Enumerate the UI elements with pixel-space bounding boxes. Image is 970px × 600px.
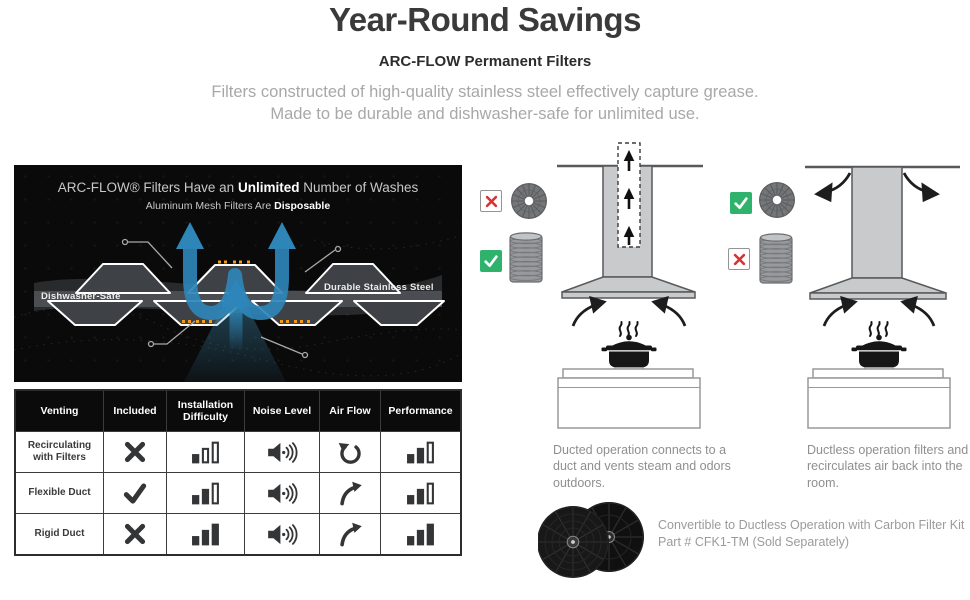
recirculate-arrow-icon — [338, 442, 361, 464]
cross-icon — [124, 441, 146, 463]
noise-level-cell — [245, 472, 320, 513]
ductless-hood-illustration — [758, 165, 960, 429]
level-bars-icon — [406, 523, 434, 546]
col-header-included: Included — [104, 391, 167, 431]
col-header-venting: Venting — [16, 391, 104, 431]
duct-up-arrows — [623, 149, 635, 245]
air-flow-cell — [320, 513, 381, 554]
performance-cell — [381, 431, 460, 472]
level-bars-icon — [406, 482, 434, 505]
airflow-arrows — [176, 222, 296, 320]
table-row: Rigid Duct — [16, 513, 460, 554]
table-row: Recirculating with Filters — [16, 431, 460, 472]
ducted-flex-duct-status — [480, 250, 502, 272]
table-row: Flexible Duct — [16, 472, 460, 513]
ductless-round-filter-status — [730, 192, 752, 214]
level-bars-icon — [191, 482, 219, 505]
subline-prefix: Aluminum Mesh Filters Are — [145, 200, 275, 212]
vent-arrow-icon — [339, 522, 362, 546]
subline-bold: Disposable — [274, 200, 331, 212]
cross-icon — [733, 253, 745, 265]
label-stainless-steel: Durable Stainless Steel — [324, 282, 434, 293]
col-header-performance: Performance — [381, 391, 460, 431]
grease-particles — [182, 260, 310, 323]
intake-arrows — [822, 295, 936, 327]
level-bars-icon — [191, 441, 219, 464]
filter-airflow-illustration — [14, 222, 462, 382]
panel-headline: ARC-FLOW® Filters Have an Unlimited Numb… — [14, 180, 462, 195]
noise-level-cell — [245, 513, 320, 554]
venting-comparison-table: Venting Included Installation Difficulty… — [14, 389, 462, 556]
included-cell — [104, 472, 167, 513]
col-header-installation: Installation Difficulty — [167, 391, 245, 431]
page-subtitle: ARC-FLOW Permanent Filters — [378, 53, 592, 70]
venting-cell: Rigid Duct — [16, 513, 104, 554]
headline-suffix: Number of Washes — [299, 180, 419, 195]
ducted-round-filter-status — [480, 190, 502, 212]
noise-level-cell — [245, 431, 320, 472]
intake-arrows — [571, 295, 687, 327]
vent-arrow-icon — [339, 481, 362, 505]
ducted-hood-illustration — [509, 142, 703, 429]
col-header-airflow: Air Flow — [320, 391, 381, 431]
check-icon — [484, 255, 498, 267]
noise-speaker-icon — [268, 523, 298, 545]
filter-feature-panel: ARC-FLOW® Filters Have an Unlimited Numb… — [14, 165, 462, 382]
page-title: Year-Round Savings — [329, 1, 641, 38]
table-header-row: Venting Included Installation Difficulty… — [16, 391, 460, 431]
check-icon — [123, 483, 147, 504]
kit-note: Convertible to Ductless Operation with C… — [658, 518, 965, 549]
level-bars-icon — [406, 441, 434, 464]
check-icon — [734, 197, 748, 209]
performance-cell — [381, 513, 460, 554]
installation-difficulty-cell — [167, 472, 245, 513]
page-description: Filters constructed of high-quality stai… — [211, 83, 759, 124]
ducted-caption: Ducted operation connects to a duct and … — [553, 443, 731, 490]
noise-speaker-icon — [268, 482, 298, 504]
performance-cell — [381, 472, 460, 513]
comparison-table-body: Recirculating with Filters Flexible Duct R… — [16, 431, 460, 554]
venting-cell: Recirculating with Filters — [16, 431, 104, 472]
cross-icon — [485, 195, 497, 207]
col-header-noise: Noise Level — [245, 391, 320, 431]
included-cell — [104, 431, 167, 472]
cross-icon — [124, 523, 146, 545]
ductless-flex-duct-status — [728, 248, 750, 270]
air-flow-cell — [320, 431, 381, 472]
headline-bold: Unlimited — [237, 180, 300, 195]
level-bars-icon — [191, 523, 219, 546]
included-cell — [104, 513, 167, 554]
venting-cell: Flexible Duct — [16, 472, 104, 513]
noise-speaker-icon — [268, 441, 298, 463]
ductless-caption: Ductless operation filters and recircula… — [807, 443, 969, 490]
headline-prefix: ARC-FLOW® Filters Have an — [57, 180, 238, 195]
recirculation-arrows — [814, 172, 940, 203]
air-flow-cell — [320, 472, 381, 513]
carbon-filter-kit-photo — [538, 502, 644, 578]
label-dishwasher-safe: Dishwasher-Safe — [41, 291, 121, 302]
installation-difficulty-cell — [167, 431, 245, 472]
installation-difficulty-cell — [167, 513, 245, 554]
panel-subline: Aluminum Mesh Filters Are Disposable — [14, 200, 462, 212]
